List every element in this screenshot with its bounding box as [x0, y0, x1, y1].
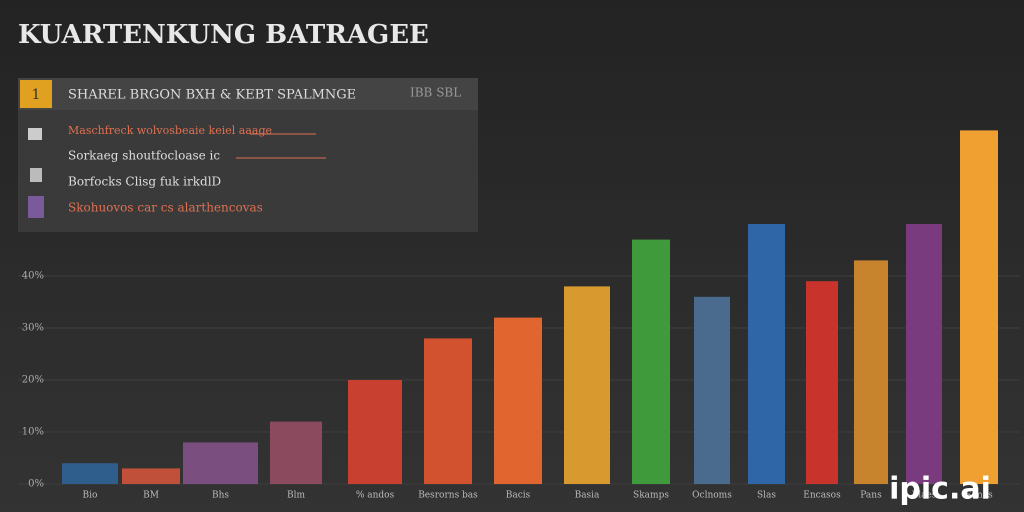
bar	[122, 468, 180, 484]
panel-item: Borfocks Clisg fuk irkdlD	[68, 175, 221, 189]
bar	[632, 239, 670, 484]
x-tick-label: Encasos	[803, 491, 841, 501]
y-tick-label: 0%	[28, 479, 44, 490]
bar	[854, 260, 888, 484]
bar	[564, 286, 610, 484]
x-tick-label: BM	[143, 491, 159, 501]
x-tick-label: Bacis	[506, 491, 531, 501]
badge-text: 1	[32, 87, 41, 103]
x-tick-label: Blaes	[912, 491, 937, 501]
x-tick-label: Oclnoms	[692, 491, 732, 501]
x-tick-label: Bio	[83, 491, 98, 501]
panel-item: Maschfreck wolvosbeaie keiel aaage	[68, 124, 272, 137]
icon	[28, 128, 42, 140]
icon	[30, 168, 42, 182]
watermark: ipic.ai	[889, 472, 991, 507]
bar	[424, 338, 472, 484]
bar	[62, 463, 118, 484]
chart-title: KUARTENKUNG BATRAGEE	[18, 20, 429, 50]
bar	[694, 296, 730, 484]
bar	[494, 317, 542, 484]
info-panel: 1 SHAREL BRGON BXH & KEBT SPALMNGE IBB S…	[18, 78, 478, 232]
panel-item: Sorkaeg shoutfocloase ic	[68, 149, 220, 163]
y-tick-label: 30%	[22, 323, 44, 334]
x-tick-label: Blm	[287, 491, 305, 501]
bar	[906, 224, 942, 484]
y-tick-label: 40%	[22, 271, 44, 282]
x-tick-label: Pans	[860, 491, 882, 501]
panel-header	[18, 78, 478, 110]
bar	[270, 421, 322, 484]
x-tick-label: % andos	[356, 491, 395, 501]
x-tick-label: Skamps	[633, 491, 669, 501]
bar	[183, 442, 258, 484]
y-tick-label: 10%	[22, 427, 44, 438]
bar	[348, 380, 402, 484]
x-tick-label: Slas	[757, 491, 776, 501]
bar	[806, 281, 838, 484]
bar	[960, 130, 998, 484]
y-tick-label: 20%	[22, 375, 44, 386]
x-tick-label: Besrorns bas	[418, 491, 478, 501]
x-tick-label: Slmes	[965, 491, 993, 501]
panel-item: Skohuovos car cs alarthencovas	[68, 201, 263, 215]
x-tick-label: Bhs	[212, 491, 229, 501]
bar	[748, 224, 785, 484]
x-tick-label: Basia	[575, 491, 600, 501]
panel-header-note: IBB SBL	[410, 86, 461, 100]
icon	[28, 196, 44, 218]
badge	[20, 80, 52, 108]
panel-header-text: SHAREL BRGON BXH & KEBT SPALMNGE	[68, 88, 356, 103]
